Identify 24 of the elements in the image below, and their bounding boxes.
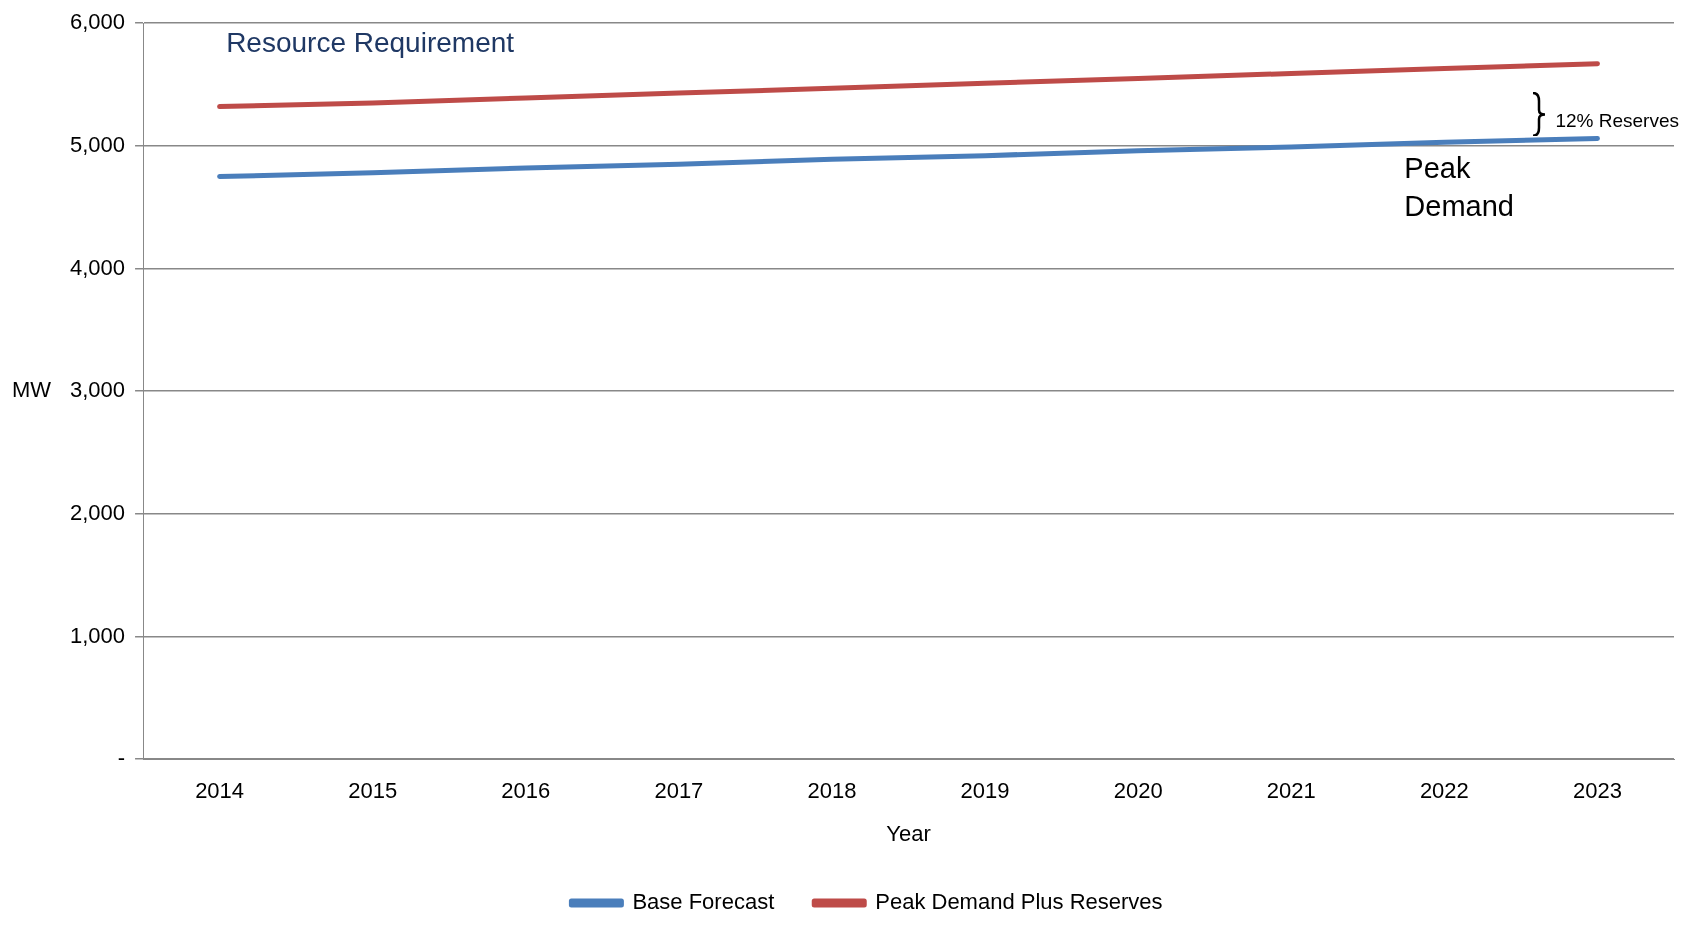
y-axis-title: MW <box>12 377 52 403</box>
y-tick-label: - <box>117 745 126 771</box>
annotation: Resource Requirement <box>226 25 515 60</box>
x-tick-label: 2023 <box>1572 778 1622 804</box>
x-tick-label: 2018 <box>807 778 857 804</box>
x-tick-label: 2019 <box>960 778 1010 804</box>
x-tick-label: 2021 <box>1266 778 1316 804</box>
y-tick-label: 5,000 <box>69 131 126 157</box>
x-axis-title: Year <box>886 820 931 846</box>
x-tick-label: 2022 <box>1419 778 1469 804</box>
annotation: 12% Reserves <box>1555 109 1679 134</box>
annotation: Peak Demand <box>1404 151 1515 224</box>
x-tick-label: 2015 <box>348 778 398 804</box>
x-tick-label: 2016 <box>501 778 551 804</box>
y-tick-label: 4,000 <box>69 254 126 280</box>
y-tick-label: 6,000 <box>69 9 126 35</box>
y-tick-label: 2,000 <box>69 499 126 525</box>
x-tick-label: 2014 <box>195 778 245 804</box>
y-tick-label: 1,000 <box>69 622 126 648</box>
legend-label: Peak Demand Plus Reserves <box>875 889 1163 915</box>
x-tick-label: 2020 <box>1113 778 1163 804</box>
x-tick-label: 2017 <box>654 778 704 804</box>
legend-label: Base Forecast <box>632 889 775 915</box>
y-tick-label: 3,000 <box>69 377 126 403</box>
